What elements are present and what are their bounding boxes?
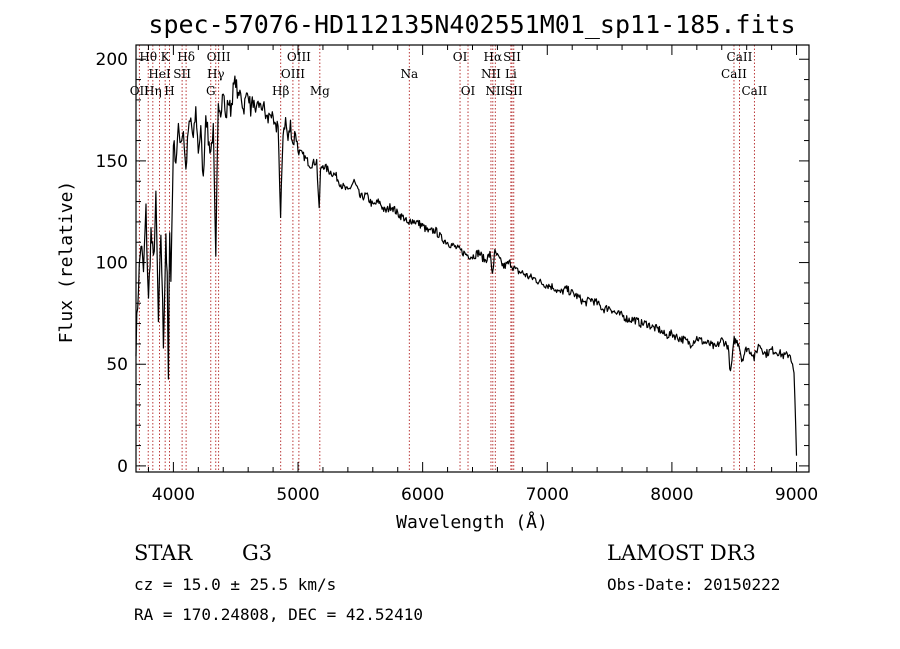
line-label-OII: OII <box>130 84 150 98</box>
x-axis: 4000 5000 6000 7000 8000 9000 <box>147 45 818 505</box>
line-label-CaII: CaII <box>727 50 753 64</box>
object-class: STAR <box>134 541 193 565</box>
line-label-SII: SII <box>173 67 191 81</box>
line-label-Hα: Hα <box>484 50 503 64</box>
y-tick-label-100: 100 <box>96 254 128 274</box>
line-label-Hη: Hη <box>144 84 162 98</box>
line-label-SII: SII <box>503 50 521 64</box>
line-label-Mg: Mg <box>310 84 330 98</box>
line-label-SII: SII <box>505 84 523 98</box>
line-label-K: K <box>161 50 171 64</box>
line-label-OIII: OIII <box>281 67 305 81</box>
line-label-H: H <box>164 84 174 98</box>
survey-name: LAMOST DR3 <box>607 541 756 565</box>
line-label-NII: NII <box>485 84 505 98</box>
x-tick-label-6000: 6000 <box>401 485 444 505</box>
line-label-OIII: OIII <box>287 50 311 64</box>
line-label-G: G <box>206 84 216 98</box>
y-tick-label-150: 150 <box>96 152 128 172</box>
x-tick-label-7000: 7000 <box>526 485 569 505</box>
line-label-OI: OI <box>461 84 476 98</box>
y-tick-label-0: 0 <box>117 457 128 477</box>
x-tick-label-4000: 4000 <box>152 485 195 505</box>
series-spectrum <box>135 75 798 456</box>
line-label-Li: Li <box>505 67 517 81</box>
line-label-OIII: OIII <box>207 50 231 64</box>
line-label-Na: Na <box>400 67 418 81</box>
line-label-Hβ: Hβ <box>272 84 289 98</box>
line-label-OI: OI <box>453 50 468 64</box>
line-label-CaII: CaII <box>721 67 747 81</box>
spectral-line-labels: OII Hθ Hη HeI K H SII Hδ G Hγ OIII Hβ OIII OIII Mg Na OI… <box>130 50 768 98</box>
y-axis: 0 50 100 150 200 <box>96 50 809 477</box>
line-label-Hθ: Hθ <box>139 50 157 64</box>
x-axis-label: Wavelength (Å) <box>396 511 548 533</box>
y-axis-label: Flux (relative) <box>56 181 77 344</box>
y-tick-label-200: 200 <box>96 50 128 70</box>
object-subclass: G3 <box>242 541 272 565</box>
line-label-Hδ: Hδ <box>177 50 195 64</box>
chart-title: spec-57076-HD112135N402551M01_sp11-185.f… <box>148 10 795 39</box>
x-tick-label-8000: 8000 <box>650 485 693 505</box>
line-label-HeI: HeI <box>148 67 171 81</box>
coordinates: RA = 170.24808, DEC = 42.52410 <box>134 605 423 624</box>
observation-date: Obs-Date: 20150222 <box>607 575 780 594</box>
x-tick-label-9000: 9000 <box>775 485 818 505</box>
y-tick-label-50: 50 <box>106 355 128 375</box>
redshift-info: cz = 15.0 ± 25.5 km/s <box>134 575 336 594</box>
line-label-CaII: CaII <box>741 84 767 98</box>
x-tick-label-5000: 5000 <box>276 485 319 505</box>
line-label-Hγ: Hγ <box>207 67 225 81</box>
line-label-NII: NII <box>481 67 501 81</box>
